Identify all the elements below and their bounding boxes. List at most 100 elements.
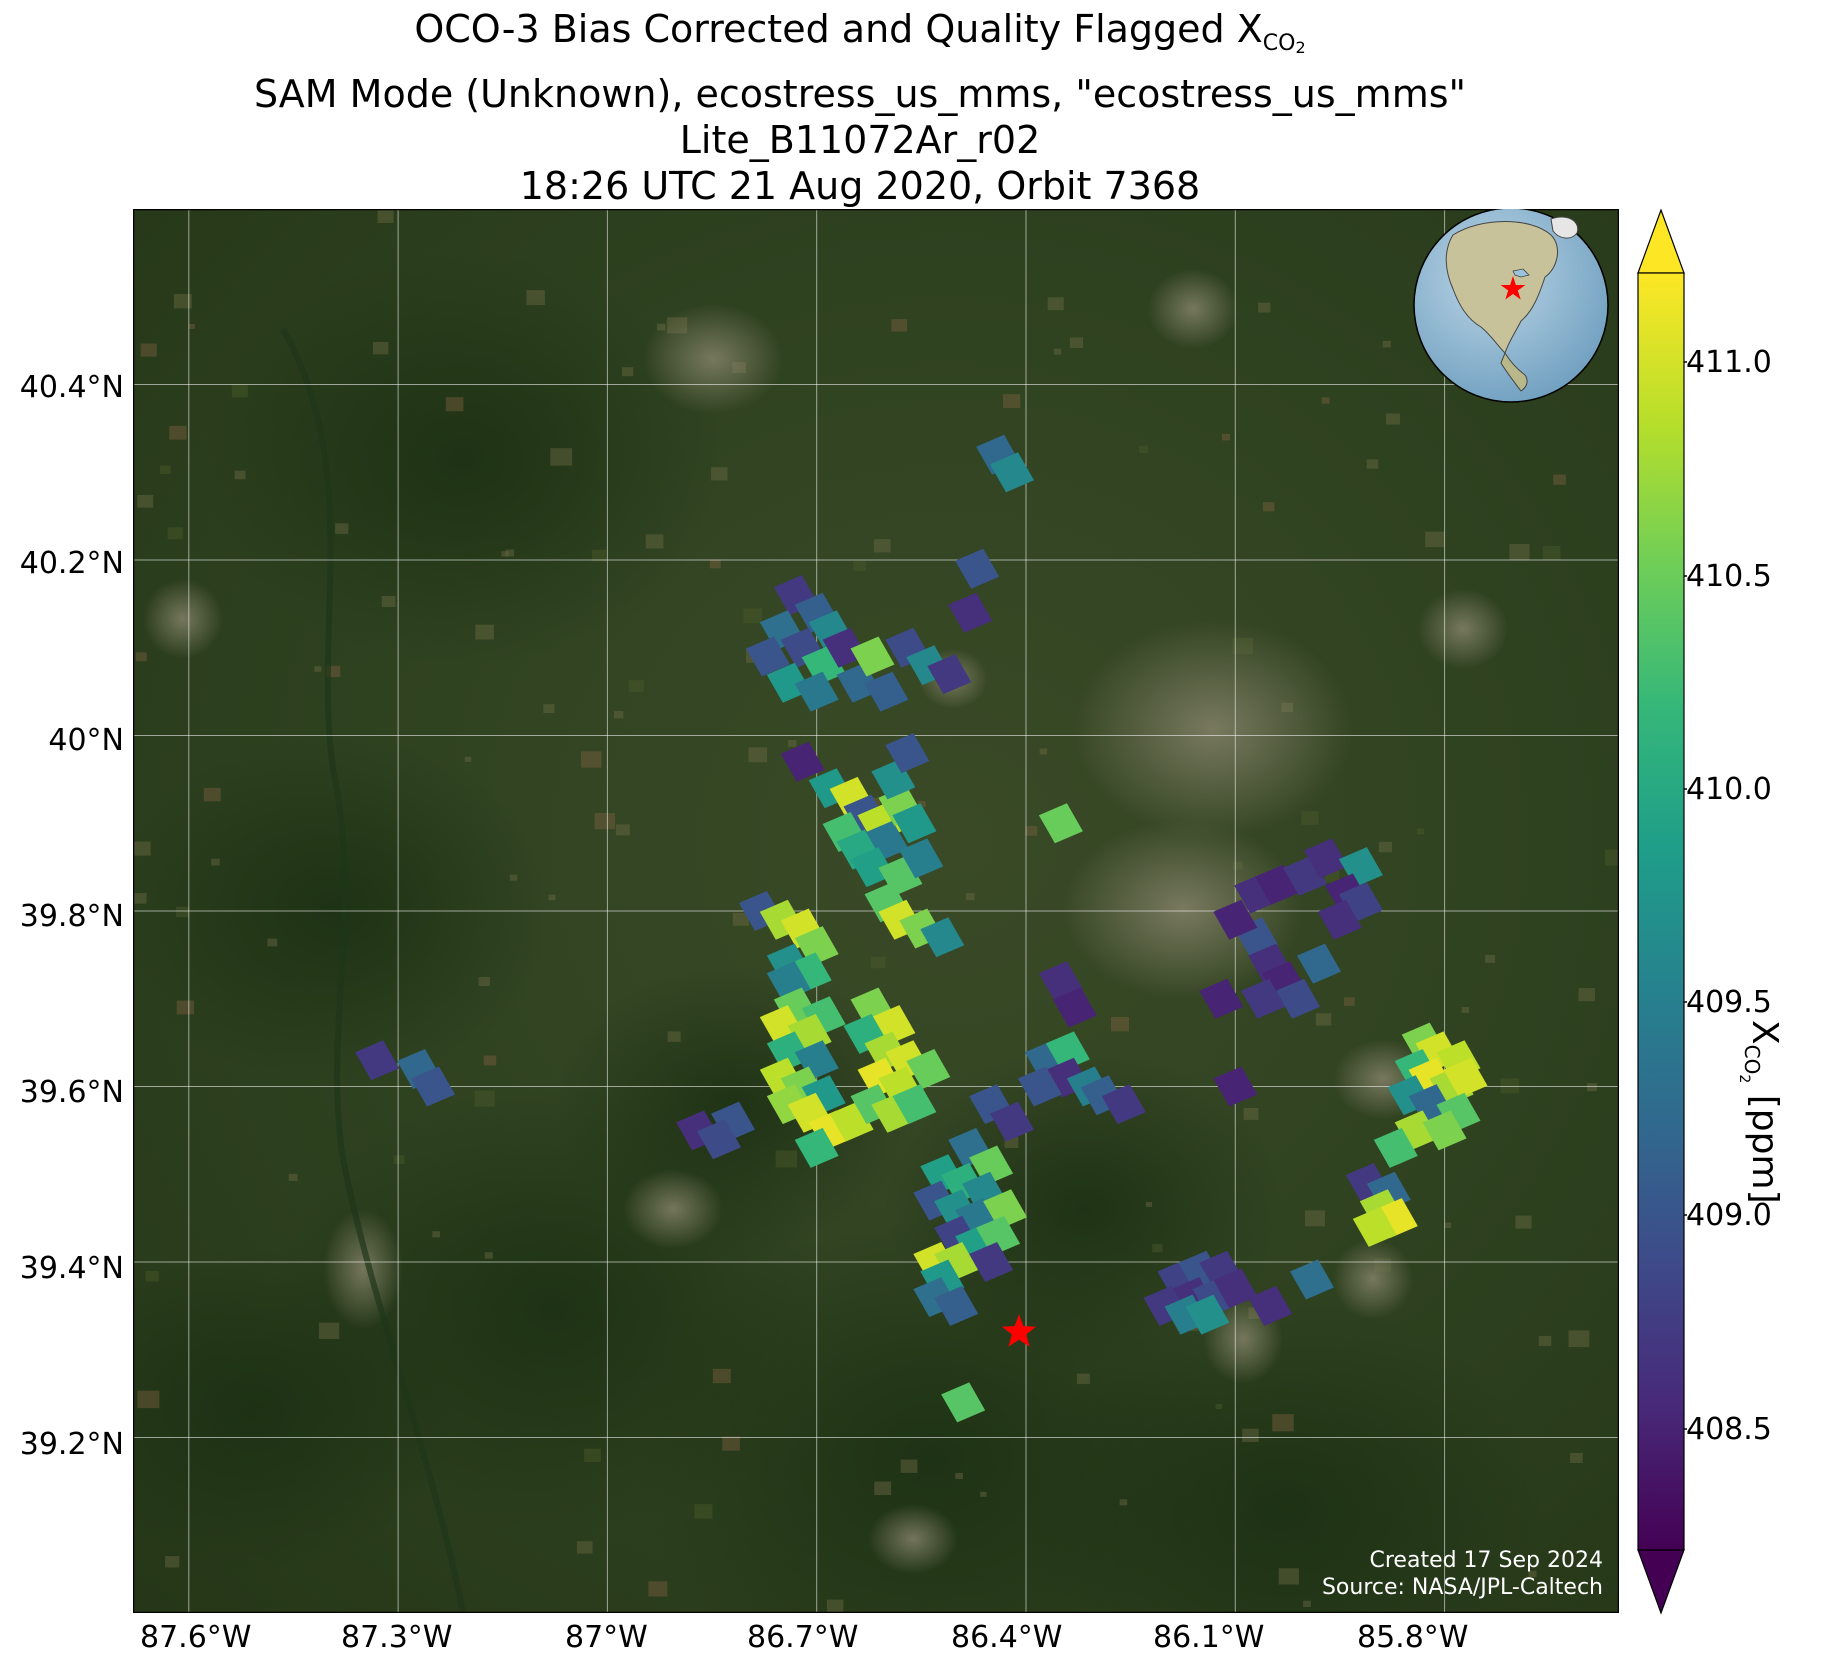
field-patch (159, 465, 171, 475)
field-patch (288, 1173, 298, 1181)
xco2-sounding (1373, 1127, 1418, 1168)
field-patch (318, 1322, 340, 1339)
lon-tick-6: 86.1°W (1153, 1620, 1265, 1655)
urban-area (1073, 619, 1353, 839)
xco2-sounding (934, 1285, 979, 1326)
field-patch (335, 523, 349, 534)
xco2-sounding (1276, 978, 1321, 1019)
field-patch (694, 1504, 713, 1519)
field-patch (548, 894, 556, 901)
field-patch (1570, 1452, 1583, 1463)
field-patch (584, 1448, 601, 1463)
xco2-sounding (864, 671, 909, 712)
field-patch (140, 343, 157, 357)
xco2-sounding (1443, 1057, 1488, 1098)
field-patch (1378, 841, 1392, 853)
field-patch (234, 470, 246, 480)
xco2-sounding (899, 838, 944, 879)
field-patch (377, 210, 394, 224)
created-credit: Created 17 Sep 2024 (1369, 1548, 1604, 1573)
urban-area (643, 304, 783, 414)
field-patch (874, 1481, 892, 1496)
field-patch (1002, 394, 1021, 409)
xco2-sounding (766, 662, 811, 703)
xco2-sounding (948, 592, 993, 633)
urban-area (1063, 819, 1303, 999)
field-patch (1315, 1013, 1332, 1026)
xco2-sounding (969, 1242, 1014, 1282)
title-line-4: 18:26 UTC 21 Aug 2020, Orbit 7368 (519, 164, 1201, 208)
field-patch (550, 448, 573, 466)
field-patch (900, 1459, 918, 1473)
xco2-soundings (355, 434, 1488, 1423)
basemap-terrain (133, 210, 1619, 1613)
map-frame (133, 209, 1619, 1613)
field-patch (622, 367, 634, 377)
field-patch (1262, 502, 1275, 512)
lat-tick-2: 40.2°N (19, 546, 124, 581)
field-patch (1069, 337, 1084, 349)
field-patch (853, 560, 866, 571)
field-patch (1053, 348, 1062, 355)
lat-tick-3: 40°N (48, 723, 124, 758)
field-patch (711, 467, 728, 481)
greenland-landmass (1550, 216, 1579, 239)
xco2-sounding (1052, 987, 1097, 1028)
xco2-sounding (1290, 1259, 1334, 1300)
field-patch (526, 290, 545, 306)
field-patch (1416, 828, 1425, 835)
xco2-sounding (892, 803, 937, 844)
xco2-sounding (1185, 1294, 1230, 1335)
xco2-sounding (794, 1127, 839, 1168)
field-patch (648, 1581, 668, 1597)
colorbar-tick-2: 410.5 (1686, 559, 1772, 594)
lat-tick-6: 39.4°N (19, 1251, 124, 1286)
field-patch (1461, 1007, 1470, 1013)
xco2-sounding (1241, 978, 1286, 1019)
xco2-sounding (1038, 961, 1083, 1002)
field-patch (188, 323, 195, 329)
field-patch (581, 751, 602, 768)
xco2-sounding (697, 1119, 741, 1160)
field-patch (1425, 531, 1445, 548)
colorbar-gradient (1637, 272, 1685, 1551)
colorbar-label: XCO2 [ppm] (1735, 1020, 1785, 1204)
field-patch (474, 1090, 495, 1107)
field-patch (464, 756, 472, 762)
field-patch (176, 1000, 194, 1015)
chart-title: OCO-3 Bias Corrected and Quality Flagged… (0, 6, 1720, 209)
lat-tick-4: 39.8°N (19, 899, 124, 934)
field-patch (628, 680, 644, 693)
xco2-sounding (1213, 1268, 1258, 1309)
central-america-landmass (1500, 351, 1528, 392)
title-line-2: SAM Mode (Unknown), ecostress_us_mms, "e… (253, 72, 1466, 116)
field-patch (1444, 1222, 1452, 1228)
field-patch (722, 1436, 740, 1451)
field-patch (133, 892, 147, 904)
urban-area (868, 1504, 958, 1574)
field-patch (1025, 826, 1038, 836)
xco2-sounding (920, 917, 965, 958)
field-patch (613, 710, 624, 719)
field-patch (381, 595, 396, 607)
field-patch (509, 874, 518, 881)
field-patch (314, 666, 322, 672)
field-patch (748, 747, 768, 763)
field-patch (326, 665, 341, 678)
xco2-sounding (885, 733, 930, 774)
xco2-sounding (1045, 1031, 1090, 1072)
field-patch (891, 319, 908, 332)
field-patch (543, 704, 555, 714)
xco2-sounding (780, 741, 825, 782)
xco2-sounding (794, 926, 839, 967)
lat-tick-1: 40.4°N (19, 370, 124, 405)
xco2-sounding (355, 1040, 400, 1081)
lat-tick-7: 39.2°N (19, 1427, 124, 1462)
field-patch (1047, 297, 1064, 311)
lon-tick-7: 85.8°W (1357, 1620, 1469, 1655)
field-patch (1553, 474, 1566, 485)
xco2-sounding (976, 1215, 1021, 1256)
xco2-sounding (969, 1145, 1014, 1186)
field-patch (1138, 445, 1149, 454)
field-patch (1215, 1403, 1222, 1410)
